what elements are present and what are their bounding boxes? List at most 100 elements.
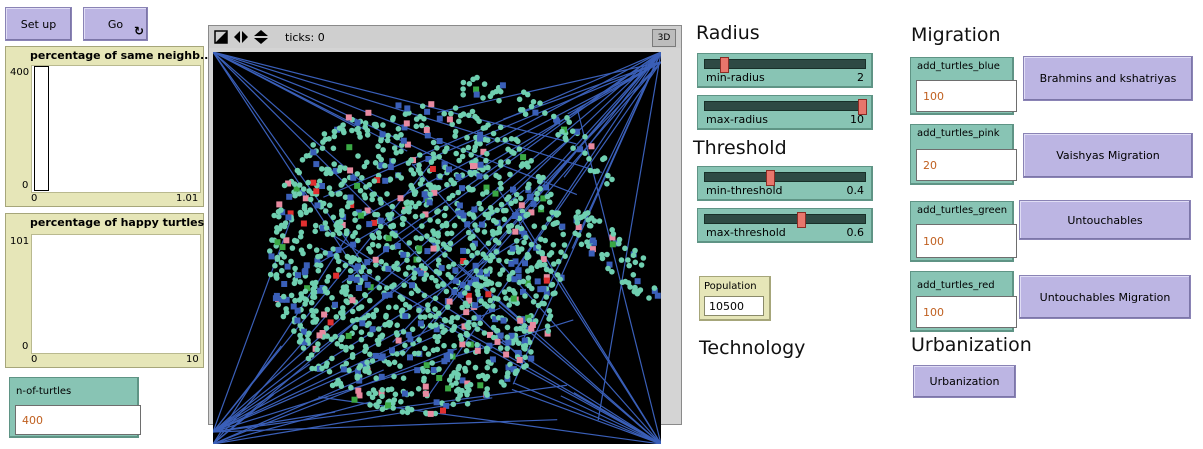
turtle [365, 109, 372, 116]
turtle [518, 195, 524, 202]
turtle [465, 144, 472, 151]
turtle [335, 191, 341, 197]
turtle [474, 115, 480, 122]
turtle [483, 268, 489, 274]
speed-controls-icon[interactable] [214, 30, 268, 44]
turtle [339, 222, 346, 228]
turtle [302, 288, 309, 295]
max-radius-slider[interactable]: max-radius 10 [697, 95, 873, 130]
turtle [422, 390, 429, 397]
turtle [559, 128, 565, 135]
turtle [494, 137, 501, 143]
plot-same-neighbors[interactable]: percentage of same neighb... 400 0 0 1.0… [5, 46, 213, 207]
add-turtles-red-field[interactable]: 100 [916, 296, 1017, 328]
turtle [465, 229, 472, 236]
turtle [403, 120, 410, 127]
turtle [422, 211, 429, 218]
turtle [434, 338, 441, 345]
turtle [537, 186, 543, 192]
turtle [555, 132, 561, 138]
turtle [498, 162, 504, 168]
turtle [440, 407, 446, 414]
turtle [269, 237, 275, 243]
turtle [300, 313, 307, 320]
turtle [300, 250, 306, 257]
turtle [468, 152, 474, 158]
turtle [518, 246, 525, 252]
slider-handle[interactable] [720, 57, 730, 73]
turtle [325, 274, 332, 280]
add-turtles-pink-field[interactable]: 20 [916, 149, 1017, 181]
setup-button[interactable]: Set up [5, 7, 72, 41]
turtle [626, 262, 632, 269]
turtle [587, 223, 594, 229]
turtle [283, 237, 290, 244]
view-canvas[interactable] [213, 52, 661, 444]
turtle [456, 157, 462, 164]
turtle [459, 341, 466, 348]
turtle [291, 280, 298, 287]
slider-track[interactable] [704, 170, 866, 186]
turtle [605, 172, 611, 179]
turtle [288, 292, 295, 299]
max-threshold-slider[interactable]: max-threshold 0.6 [697, 208, 873, 243]
turtle [540, 256, 547, 263]
turtle [364, 159, 370, 166]
3d-button[interactable]: 3D [652, 29, 676, 47]
add-turtles-green-field[interactable]: 100 [916, 224, 1017, 258]
turtle [315, 253, 321, 260]
turtle [367, 284, 374, 291]
turtle [604, 181, 610, 187]
turtle [473, 276, 480, 283]
min-radius-slider[interactable]: min-radius 2 [697, 53, 873, 88]
slider-handle[interactable] [766, 170, 776, 186]
turtle [646, 295, 652, 301]
turtle [481, 81, 488, 87]
turtle [369, 196, 375, 203]
turtle [306, 330, 312, 337]
urbanization-button[interactable]: Urbanization [913, 365, 1016, 398]
turtle [375, 143, 381, 150]
turtle [427, 313, 434, 319]
turtle [303, 262, 310, 269]
turtle [313, 308, 319, 314]
turtle [618, 257, 625, 263]
min-threshold-slider[interactable]: min-threshold 0.4 [697, 166, 873, 201]
turtle [323, 363, 329, 369]
turtle [421, 314, 428, 320]
vaishyas-migration-button[interactable]: Vaishyas Migration [1023, 133, 1193, 178]
turtle [293, 238, 300, 244]
turtle [472, 144, 479, 150]
untouchables-migration-button[interactable]: Untouchables Migration [1019, 275, 1191, 319]
turtle [528, 265, 535, 271]
turtle [334, 341, 341, 347]
go-button[interactable]: Go ↻ [83, 7, 148, 41]
slider-track[interactable] [704, 212, 866, 228]
turtle [505, 159, 512, 165]
turtle [481, 229, 488, 235]
turtle [424, 233, 430, 239]
turtle [352, 324, 358, 331]
turtle [335, 267, 342, 273]
slider-track[interactable] [704, 57, 866, 73]
turtle [651, 285, 658, 291]
turtle [272, 262, 278, 269]
turtle [405, 331, 412, 338]
brahmins-kshatriyas-button[interactable]: Brahmins and kshatriyas [1023, 56, 1193, 101]
turtle [522, 111, 529, 117]
turtle [570, 145, 576, 151]
add-turtles-blue-field[interactable]: 100 [916, 80, 1017, 112]
turtle [586, 156, 592, 162]
slider-handle[interactable] [796, 212, 806, 228]
turtle [528, 355, 535, 362]
slider-track[interactable] [704, 99, 867, 115]
turtle [362, 348, 368, 355]
n-of-turtles-field[interactable]: 400 [15, 405, 141, 435]
turtle [559, 223, 566, 230]
turtle [468, 187, 475, 193]
turtle [392, 391, 399, 398]
turtle [375, 230, 382, 236]
plot-happy-turtles[interactable]: percentage of happy turtles 101 0 0 10 [5, 213, 204, 368]
slider-handle[interactable] [858, 99, 867, 115]
untouchables-button[interactable]: Untouchables [1019, 200, 1191, 240]
